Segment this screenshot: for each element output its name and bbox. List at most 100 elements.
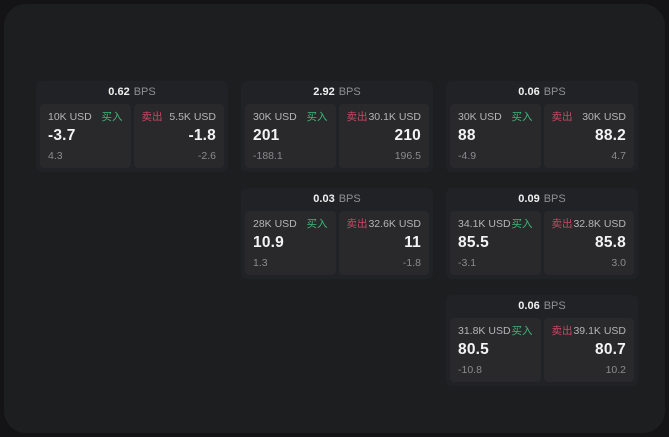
buy-label: 买入 bbox=[511, 111, 533, 123]
buy-panel-top: 31.8K USD 买入 bbox=[458, 325, 533, 337]
quote-body: 30K USD 买入 88 -4.9 卖出 30K USD 88.2 4.7 bbox=[450, 104, 634, 168]
buy-size: 34.1K USD bbox=[458, 218, 511, 230]
sell-label: 卖出 bbox=[141, 111, 163, 123]
buy-panel[interactable]: 10K USD 买入 -3.7 4.3 bbox=[40, 104, 131, 168]
buy-label: 买入 bbox=[306, 218, 328, 230]
quotes-dashboard: 0.62 BPS 10K USD 买入 -3.7 4.3 卖出 bbox=[4, 4, 665, 433]
buy-price: 10.9 bbox=[253, 234, 284, 251]
buy-price: 201 bbox=[253, 127, 280, 144]
quote-card: 0.06 BPS 31.8K USD 买入 80.5 -10.8 卖 bbox=[446, 295, 638, 386]
sell-price: 85.8 bbox=[595, 234, 626, 251]
buy-label: 买入 bbox=[306, 111, 328, 123]
sell-delta: 4.7 bbox=[611, 150, 626, 162]
sell-label: 卖出 bbox=[551, 325, 573, 337]
buy-label: 买入 bbox=[511, 325, 533, 337]
spread-unit: BPS bbox=[133, 86, 156, 98]
sell-size: 30K USD bbox=[582, 111, 626, 123]
sell-label: 卖出 bbox=[551, 218, 573, 230]
sell-size: 32.8K USD bbox=[573, 218, 626, 230]
quote-card: 0.09 BPS 34.1K USD 买入 85.5 -3.1 卖出 bbox=[446, 188, 638, 279]
spread-header: 0.62 BPS bbox=[36, 81, 228, 104]
quote-body: 30K USD 买入 201 -188.1 卖出 30.1K USD 210 1… bbox=[245, 104, 429, 168]
spread-header: 0.09 BPS bbox=[446, 188, 638, 211]
quote-card: 0.62 BPS 10K USD 买入 -3.7 4.3 卖出 bbox=[36, 81, 228, 172]
sell-delta: 196.5 bbox=[394, 150, 421, 162]
sell-panel[interactable]: 卖出 32.6K USD 11 -1.8 bbox=[338, 211, 429, 275]
buy-panel-top: 10K USD 买入 bbox=[48, 111, 123, 123]
quote-body: 31.8K USD 买入 80.5 -10.8 卖出 39.1K USD 80.… bbox=[450, 318, 634, 382]
buy-panel-top: 30K USD 买入 bbox=[458, 111, 533, 123]
buy-delta: 4.3 bbox=[48, 150, 63, 162]
sell-size: 30.1K USD bbox=[368, 111, 421, 123]
buy-price: -3.7 bbox=[48, 127, 76, 144]
spread-header: 0.06 BPS bbox=[446, 81, 638, 104]
sell-price: 11 bbox=[404, 234, 421, 251]
quote-grid: 0.62 BPS 10K USD 买入 -3.7 4.3 卖出 bbox=[36, 81, 638, 386]
sell-price: 88.2 bbox=[595, 127, 626, 144]
sell-delta: -1.8 bbox=[402, 257, 421, 269]
sell-label: 卖出 bbox=[346, 218, 368, 230]
sell-delta: 3.0 bbox=[611, 257, 626, 269]
sell-panel[interactable]: 卖出 39.1K USD 80.7 10.2 bbox=[543, 318, 634, 382]
buy-size: 30K USD bbox=[458, 111, 502, 123]
sell-panel-top: 卖出 30.1K USD bbox=[347, 111, 422, 123]
spread-value: 0.06 bbox=[518, 86, 540, 98]
buy-panel[interactable]: 28K USD 买入 10.9 1.3 bbox=[245, 211, 336, 275]
quote-card: 0.03 BPS 28K USD 买入 10.9 1.3 卖出 bbox=[241, 188, 433, 279]
sell-price: -1.8 bbox=[188, 127, 216, 144]
spread-unit: BPS bbox=[543, 193, 566, 205]
spread-header: 0.06 BPS bbox=[446, 295, 638, 318]
sell-size: 5.5K USD bbox=[169, 111, 216, 123]
buy-panel[interactable]: 30K USD 买入 201 -188.1 bbox=[245, 104, 336, 168]
sell-price: 80.7 bbox=[595, 341, 626, 358]
buy-panel-top: 34.1K USD 买入 bbox=[458, 218, 533, 230]
quote-card: 2.92 BPS 30K USD 买入 201 -188.1 卖出 bbox=[241, 81, 433, 172]
sell-price: 210 bbox=[394, 127, 421, 144]
buy-panel[interactable]: 34.1K USD 买入 85.5 -3.1 bbox=[450, 211, 541, 275]
spread-unit: BPS bbox=[543, 300, 566, 312]
spread-unit: BPS bbox=[338, 86, 361, 98]
buy-delta: -10.8 bbox=[458, 364, 482, 376]
sell-delta: -2.6 bbox=[197, 150, 216, 162]
buy-delta: -3.1 bbox=[458, 257, 477, 269]
sell-panel-top: 卖出 39.1K USD bbox=[552, 325, 627, 337]
buy-size: 10K USD bbox=[48, 111, 92, 123]
spread-value: 0.62 bbox=[108, 86, 130, 98]
sell-panel[interactable]: 卖出 5.5K USD -1.8 -2.6 bbox=[133, 104, 224, 168]
spread-header: 2.92 BPS bbox=[241, 81, 433, 104]
spread-unit: BPS bbox=[338, 193, 361, 205]
buy-panel[interactable]: 31.8K USD 买入 80.5 -10.8 bbox=[450, 318, 541, 382]
spread-unit: BPS bbox=[543, 86, 566, 98]
buy-size: 28K USD bbox=[253, 218, 297, 230]
spread-value: 0.06 bbox=[518, 300, 540, 312]
quote-body: 10K USD 买入 -3.7 4.3 卖出 5.5K USD -1.8 -2.… bbox=[40, 104, 224, 168]
sell-delta: 10.2 bbox=[605, 364, 626, 376]
sell-panel[interactable]: 卖出 32.8K USD 85.8 3.0 bbox=[543, 211, 634, 275]
buy-label: 买入 bbox=[511, 218, 533, 230]
buy-panel[interactable]: 30K USD 买入 88 -4.9 bbox=[450, 104, 541, 168]
spread-header: 0.03 BPS bbox=[241, 188, 433, 211]
sell-size: 32.6K USD bbox=[368, 218, 421, 230]
quote-body: 34.1K USD 买入 85.5 -3.1 卖出 32.8K USD 85.8… bbox=[450, 211, 634, 275]
sell-panel[interactable]: 卖出 30K USD 88.2 4.7 bbox=[543, 104, 634, 168]
sell-label: 卖出 bbox=[551, 111, 573, 123]
sell-panel-top: 卖出 30K USD bbox=[552, 111, 627, 123]
buy-size: 31.8K USD bbox=[458, 325, 511, 337]
sell-panel-top: 卖出 32.8K USD bbox=[552, 218, 627, 230]
quote-card: 0.06 BPS 30K USD 买入 88 -4.9 卖出 bbox=[446, 81, 638, 172]
quote-body: 28K USD 买入 10.9 1.3 卖出 32.6K USD 11 -1.8 bbox=[245, 211, 429, 275]
sell-panel[interactable]: 卖出 30.1K USD 210 196.5 bbox=[338, 104, 429, 168]
buy-price: 80.5 bbox=[458, 341, 489, 358]
buy-panel-top: 30K USD 买入 bbox=[253, 111, 328, 123]
spread-value: 0.03 bbox=[313, 193, 335, 205]
sell-size: 39.1K USD bbox=[573, 325, 626, 337]
spread-value: 2.92 bbox=[313, 86, 335, 98]
spread-value: 0.09 bbox=[518, 193, 540, 205]
sell-label: 卖出 bbox=[346, 111, 368, 123]
buy-delta: -188.1 bbox=[253, 150, 283, 162]
buy-panel-top: 28K USD 买入 bbox=[253, 218, 328, 230]
buy-price: 88 bbox=[458, 127, 476, 144]
sell-panel-top: 卖出 32.6K USD bbox=[347, 218, 422, 230]
buy-label: 买入 bbox=[101, 111, 123, 123]
